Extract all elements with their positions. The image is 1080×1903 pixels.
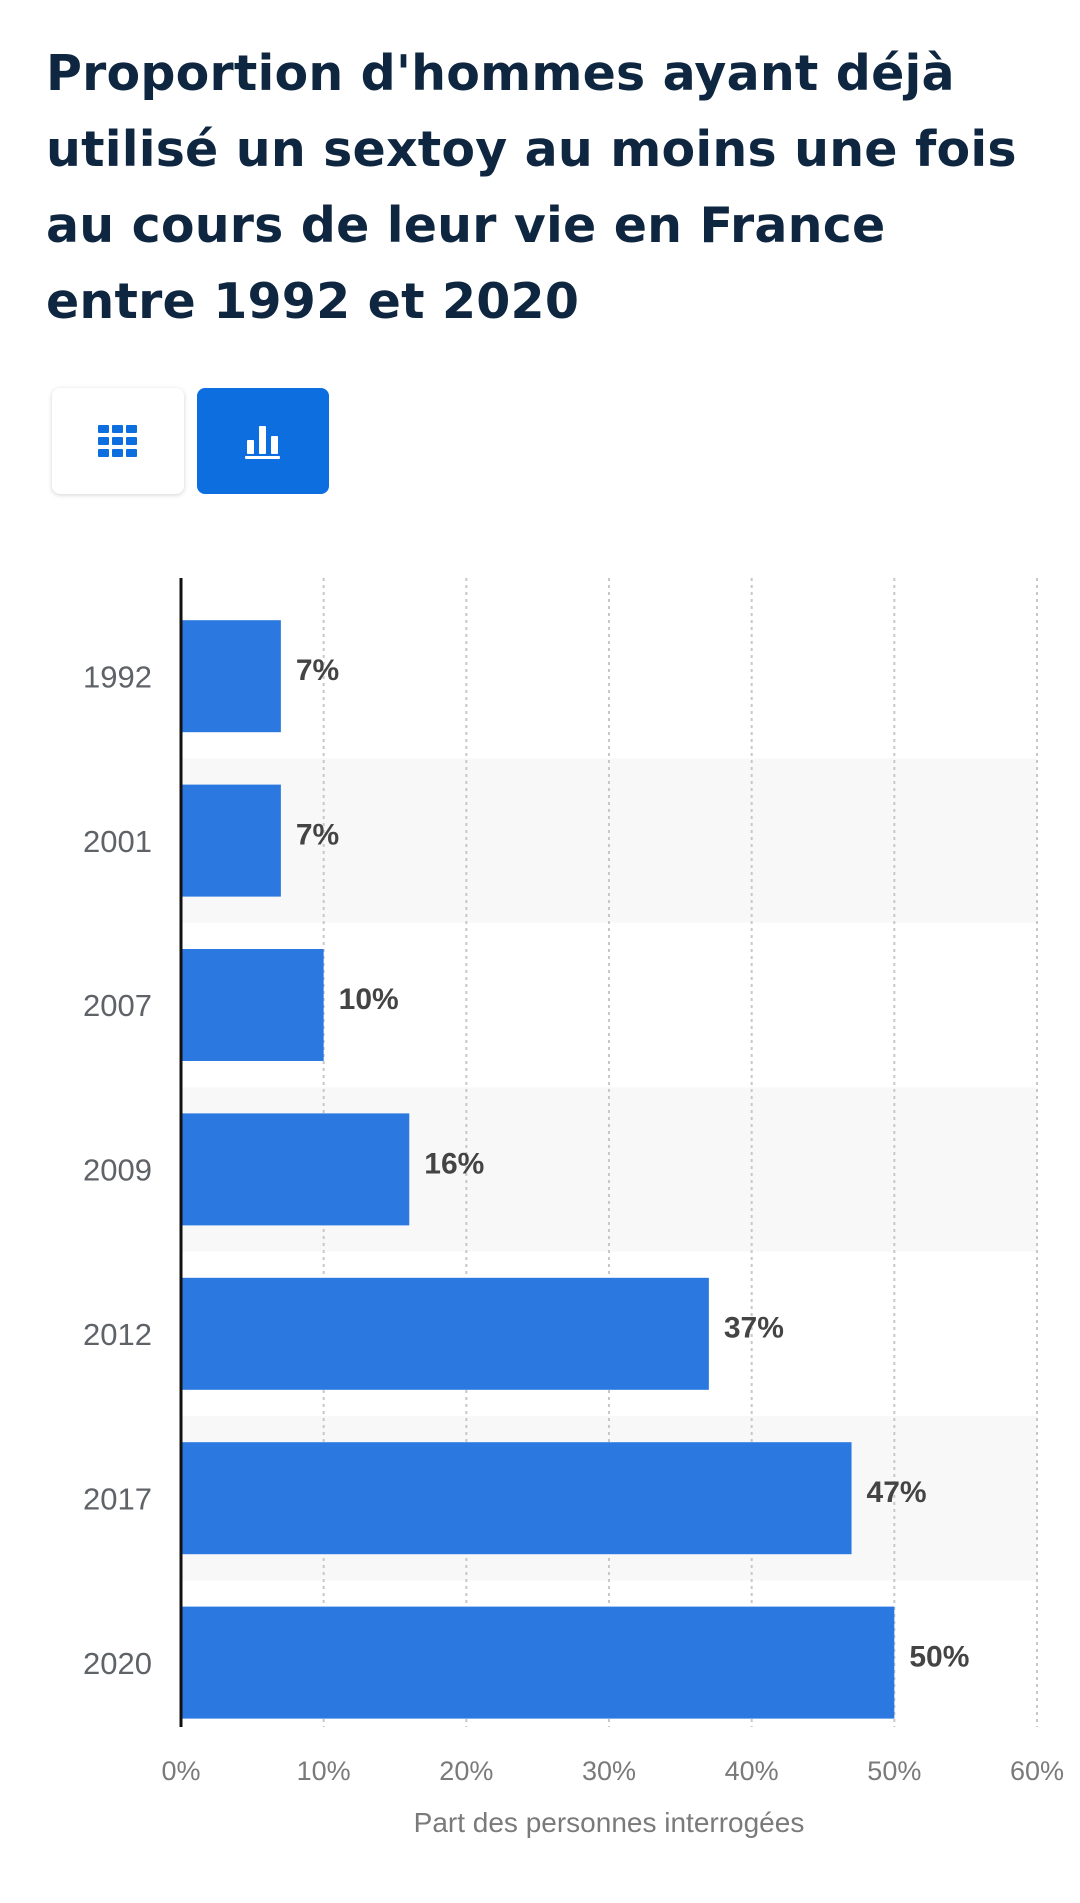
- category-label: 2012: [83, 1317, 152, 1352]
- bar: [181, 1113, 410, 1226]
- value-label: 16%: [424, 1147, 484, 1180]
- x-tick-label: 20%: [439, 1756, 493, 1786]
- bar: [181, 949, 324, 1061]
- category-label: 1992: [83, 659, 152, 694]
- bar-chart-icon: [245, 426, 280, 459]
- x-tick-label: 0%: [161, 1756, 200, 1786]
- chart-view-button[interactable]: [197, 388, 329, 494]
- category-label: 2020: [83, 1646, 152, 1681]
- chart-title: Proportion d'hommes ayant déjà utilisé u…: [46, 45, 1017, 330]
- value-label: 10%: [339, 983, 399, 1016]
- table-grid-icon: [98, 425, 137, 457]
- category-label: 2017: [83, 1481, 152, 1516]
- value-label: 7%: [296, 654, 339, 687]
- bar: [181, 620, 281, 733]
- x-tick-label: 50%: [867, 1756, 921, 1786]
- x-tick-label: 60%: [1010, 1756, 1064, 1786]
- category-label: 2007: [83, 988, 152, 1023]
- x-tick-label: 40%: [725, 1756, 779, 1786]
- category-label: 2001: [83, 824, 152, 859]
- bar: [181, 784, 281, 897]
- value-label: 50%: [909, 1641, 969, 1674]
- bar: [181, 1277, 709, 1390]
- x-tick-label: 10%: [297, 1756, 351, 1786]
- x-axis-title: Part des personnes interrogées: [414, 1807, 805, 1838]
- x-tick-label: 30%: [582, 1756, 636, 1786]
- value-label: 37%: [724, 1312, 784, 1345]
- bar: [181, 1606, 895, 1719]
- value-label: 47%: [867, 1476, 927, 1509]
- value-label: 7%: [296, 819, 339, 852]
- table-view-button[interactable]: [52, 388, 184, 494]
- category-label: 2009: [83, 1153, 152, 1188]
- bar-chart: 7% 1992 7% 2001 10% 2007 16% 2009 37% 2012 47% 2017…: [83, 578, 1064, 1838]
- bar: [181, 1442, 852, 1555]
